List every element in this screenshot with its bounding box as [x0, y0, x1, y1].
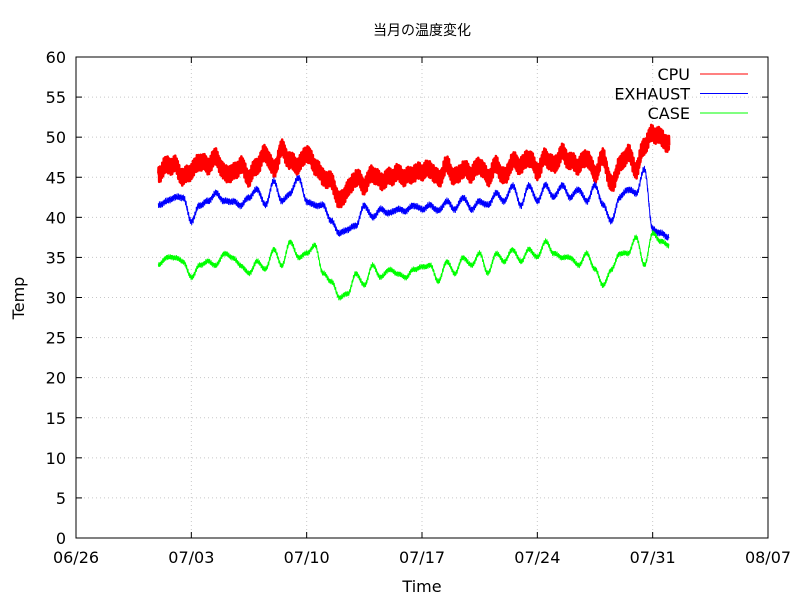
y-tick-label: 5	[56, 489, 66, 508]
y-tick-label: 55	[46, 88, 66, 107]
series-line-case	[157, 230, 670, 301]
y-tick-label: 40	[46, 208, 66, 227]
y-tick-label: 35	[46, 248, 66, 267]
y-tick-label: 60	[46, 48, 66, 67]
y-tick-label: 20	[46, 369, 66, 388]
x-tick-label: 07/17	[399, 548, 445, 567]
chart-title: 当月の温度変化	[373, 22, 471, 39]
legend-label: CASE	[648, 104, 690, 123]
y-axis-title: Temp	[9, 277, 28, 321]
legend-label: EXHAUST	[614, 85, 690, 104]
series-line-exhaust	[157, 165, 670, 241]
legend-label: CPU	[657, 65, 690, 84]
y-tick-label: 15	[46, 409, 66, 428]
y-tick-label: 50	[46, 128, 66, 147]
x-tick-label: 07/10	[284, 548, 330, 567]
y-tick-label: 25	[46, 329, 66, 348]
x-axis-title: Time	[401, 577, 441, 596]
x-tick-label: 06/26	[53, 548, 99, 567]
x-tick-label: 07/03	[168, 548, 214, 567]
grid-lines	[76, 57, 768, 538]
x-tick-label: 07/31	[630, 548, 676, 567]
axis-ticks: 0 5 10 15 20 25 30 35 40 45 50 55 60 06/26 07/03 07/10 0…	[46, 48, 791, 567]
y-tick-label: 45	[46, 168, 66, 187]
y-tick-label: 0	[56, 529, 66, 548]
y-tick-label: 10	[46, 449, 66, 468]
series-lines	[157, 123, 671, 301]
series-line-cpu	[157, 123, 671, 209]
x-tick-label: 08/07	[745, 548, 791, 567]
y-tick-label: 30	[46, 289, 66, 308]
x-tick-label: 07/24	[514, 548, 560, 567]
